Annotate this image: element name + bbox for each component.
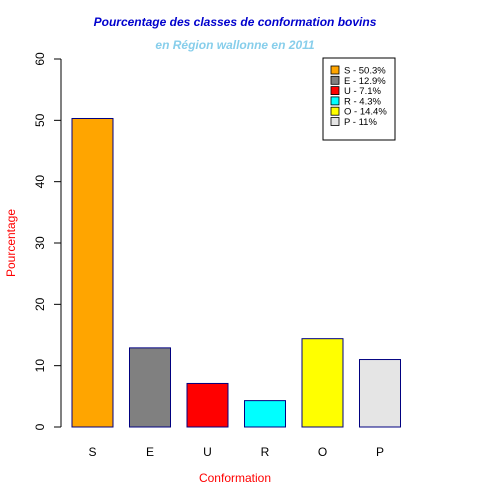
legend-swatch	[330, 65, 340, 75]
chart-title: Pourcentage des classes de conformation …	[94, 15, 377, 29]
x-tick-label: R	[261, 445, 270, 459]
x-axis-label: Conformation	[199, 471, 271, 485]
y-tick-label: 60	[33, 52, 47, 66]
y-tick-label: 40	[33, 175, 47, 189]
legend-swatch	[330, 75, 340, 85]
y-tick-label: 0	[33, 423, 47, 430]
legend-swatch	[330, 117, 340, 126]
bar-E	[129, 347, 171, 428]
legend-label: E - 12.9%	[344, 76, 386, 87]
x-tick-label: O	[318, 445, 327, 459]
legend-label: O - 14.4%	[344, 107, 387, 118]
y-axis: 0 10 20 30 40 50 60	[33, 52, 62, 430]
y-axis-label: Pourcentage	[4, 209, 18, 277]
x-tick-label: P	[376, 445, 384, 459]
y-tick-label: 50	[33, 113, 47, 127]
legend: S - 50.3%E - 12.9%U - 7.1%R - 4.3%O - 14…	[322, 57, 396, 141]
chart-subtitle: en Région wallonne en 2011	[155, 38, 314, 52]
legend-label: P - 11%	[344, 117, 377, 128]
bar-S	[71, 117, 114, 428]
x-tick-label: E	[146, 445, 154, 459]
legend-swatch	[330, 106, 340, 116]
legend-swatch	[330, 86, 340, 95]
y-tick-label: 20	[33, 297, 47, 311]
bar-O	[301, 338, 344, 428]
legend-swatch	[330, 96, 340, 106]
bar-R	[244, 400, 286, 428]
bar-P	[359, 359, 401, 428]
y-tick-label: 10	[33, 359, 47, 373]
x-tick-label: S	[88, 445, 96, 459]
legend-label: S - 50.3%	[344, 66, 386, 77]
legend-label: U - 7.1%	[344, 86, 382, 97]
y-tick-label: 30	[33, 236, 47, 250]
legend-label: R - 4.3%	[344, 96, 382, 107]
bar-U	[186, 382, 229, 428]
bars	[71, 117, 401, 428]
x-tick-label: U	[203, 445, 212, 459]
